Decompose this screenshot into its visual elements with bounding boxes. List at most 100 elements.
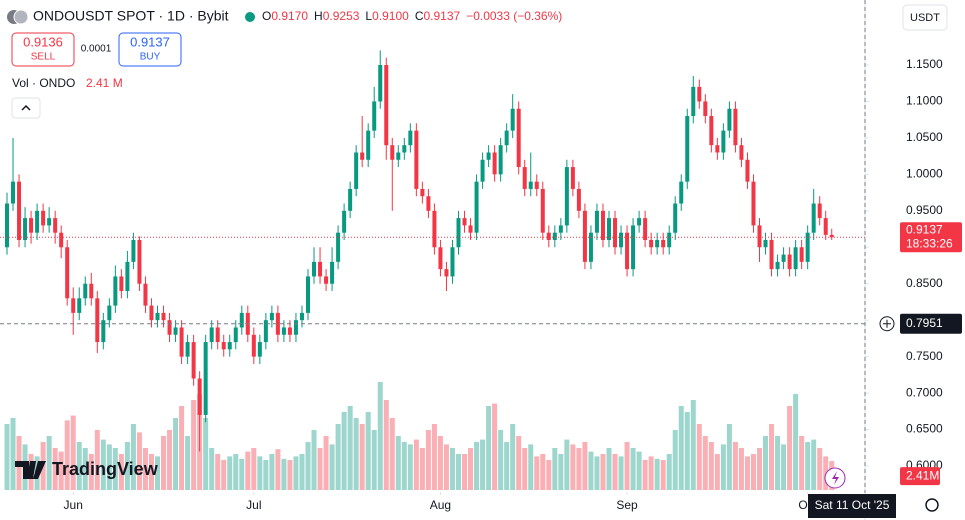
status-dot: [245, 12, 255, 22]
last-price-label: 0.9137: [906, 222, 943, 236]
candle-body: [534, 181, 539, 189]
candle-body: [546, 232, 551, 240]
volume-bar: [750, 454, 756, 490]
candle-body: [155, 312, 160, 321]
volume-bar: [612, 454, 618, 490]
volume-bar: [684, 412, 690, 490]
candle-body: [83, 283, 88, 299]
volume-bar: [359, 424, 365, 490]
candle-body: [269, 312, 274, 321]
collapse-button[interactable]: [11, 97, 41, 119]
change: −0.0033 (−0.36%): [466, 9, 562, 23]
candle-body: [763, 239, 768, 248]
brand-logo: [15, 461, 46, 479]
candle-body: [161, 312, 166, 321]
volume-bar: [58, 451, 64, 490]
candle-body: [420, 188, 425, 197]
volume-bar: [630, 448, 636, 490]
volume-bar: [70, 415, 76, 490]
candle-body: [59, 232, 64, 248]
currency-button[interactable]: [902, 4, 948, 31]
candle-body: [739, 145, 744, 160]
volume-bar: [401, 442, 407, 490]
volume-bar: [233, 454, 239, 490]
candle-body: [65, 247, 70, 299]
volume-bar: [726, 424, 732, 490]
settings-icon[interactable]: [925, 498, 939, 512]
volume-bar: [323, 436, 329, 490]
candle-body: [480, 159, 485, 182]
candle-body: [179, 327, 184, 357]
volume-bar: [347, 406, 353, 490]
candle-body: [757, 225, 762, 248]
x-tick-label: Aug: [430, 498, 451, 512]
volume-bar: [287, 460, 293, 490]
volume-bar: [449, 448, 455, 490]
candle-body: [564, 167, 569, 226]
volume-label: 2.41M: [906, 468, 939, 482]
brand: TradingView: [15, 459, 159, 479]
h: 0.9253: [323, 9, 360, 23]
volume-bar: [377, 382, 383, 490]
candle-body: [17, 181, 22, 240]
volume-bar: [425, 430, 431, 490]
candle-body: [769, 239, 774, 270]
h-key: H: [314, 9, 323, 23]
volume-bar: [708, 442, 714, 490]
candle-body: [221, 342, 226, 350]
candle-body: [799, 247, 804, 262]
sell-button[interactable]: [11, 32, 75, 67]
volume-bar: [245, 451, 251, 490]
candle-body: [396, 152, 401, 160]
candle-body: [348, 188, 353, 211]
candle-body: [685, 116, 690, 182]
crosshair-price-label: 0.7951: [906, 316, 943, 330]
volume-bar: [281, 458, 287, 490]
volume-bar: [94, 430, 100, 490]
candle-body: [125, 261, 130, 292]
candle-body: [649, 239, 654, 248]
candle-body: [793, 247, 798, 270]
volume-bar: [690, 400, 696, 490]
candle-body: [655, 239, 660, 248]
y-tick-label: 0.7500: [906, 349, 943, 363]
candle-body: [438, 247, 443, 270]
symbol-icon: [13, 9, 29, 25]
countdown: 18:33:26: [906, 236, 953, 250]
volume-bar: [781, 444, 787, 490]
candle-body: [805, 232, 810, 262]
volume-bar: [744, 456, 750, 490]
currency: USDT: [910, 12, 940, 24]
candle-body: [594, 210, 599, 233]
candle-body: [667, 232, 672, 248]
l-key: L: [365, 9, 372, 23]
volume-bar: [564, 439, 570, 490]
candle-body: [625, 232, 630, 270]
volume-bar: [209, 448, 215, 490]
candle-body: [354, 152, 359, 189]
volume-bar: [407, 444, 413, 490]
candle-body: [239, 312, 244, 328]
y-tick-label: 0.8500: [906, 276, 943, 290]
candle-body: [817, 203, 822, 219]
candle-body: [661, 239, 666, 248]
candle-body: [631, 225, 636, 270]
candle-body: [257, 342, 262, 357]
volume-bar: [311, 430, 317, 490]
candle-body: [558, 225, 563, 233]
y-tick-label: 0.6500: [906, 422, 943, 436]
candle-body: [71, 298, 76, 313]
candle-body: [474, 181, 479, 233]
volume-bar: [678, 406, 684, 490]
candle-body: [263, 320, 268, 343]
volume-bar: [155, 456, 160, 490]
volume-bar: [552, 448, 558, 490]
candle-body: [197, 378, 202, 415]
volume-bar: [732, 442, 738, 490]
y-tick-label: 1.0500: [906, 130, 943, 144]
buy-button[interactable]: [118, 32, 182, 67]
volume-bar: [46, 436, 52, 490]
volume-bar: [335, 424, 341, 490]
candle-body: [600, 210, 605, 240]
